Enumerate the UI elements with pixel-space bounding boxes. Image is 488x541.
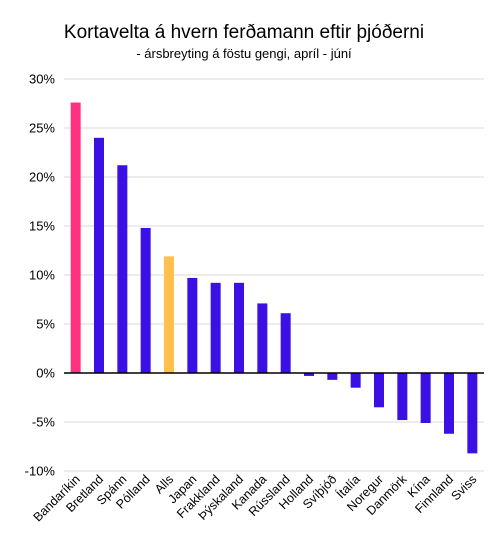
y-tick-label: 30% [29,72,55,87]
bar [117,165,128,373]
chart-subtitle: - ársbreyting á föstu gengi, apríl - jún… [136,46,352,61]
bar [257,303,268,373]
y-tick-label: -5% [32,415,56,430]
bar [397,373,408,421]
bar [164,256,174,373]
bar [140,227,151,373]
x-tick-label: Sviss [448,472,479,503]
bar [210,282,221,373]
bars [70,102,478,454]
y-tick-label: 20% [29,170,55,185]
bar [467,373,478,454]
chart-title: Kortavelta á hvern ferðamann eftir þjóðe… [63,22,425,43]
bar [187,277,198,373]
bar [234,282,244,373]
bar [94,137,104,373]
bar [327,373,338,380]
bar [374,373,384,408]
bar [70,102,81,374]
y-tick-label: 10% [29,268,55,283]
y-axis: 30% 25% 20% 15% 10% 5% 0% -5% -10% [25,72,56,479]
y-tick-label: 5% [36,317,55,332]
bar [304,373,314,376]
y-tick-label: 15% [29,219,55,234]
bar [280,313,291,373]
y-tick-label: -10% [25,464,56,479]
bar [420,373,431,423]
bar [350,373,361,388]
y-tick-label: 0% [36,366,55,381]
bar [444,373,454,434]
y-tick-label: 25% [29,121,55,136]
